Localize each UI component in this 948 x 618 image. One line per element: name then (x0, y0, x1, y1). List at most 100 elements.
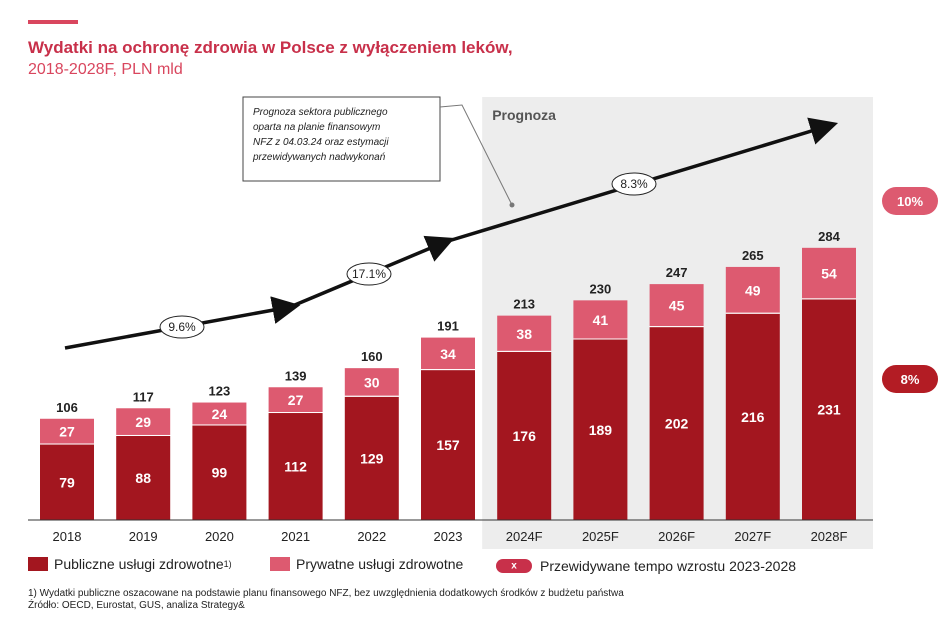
cagr-badge (882, 365, 938, 393)
bar-public (725, 313, 780, 520)
bar-private (344, 368, 399, 396)
legend-swatch-private (270, 557, 290, 571)
bar-private (421, 337, 475, 370)
data-label-total: 160 (361, 349, 383, 364)
data-label-private: 24 (212, 406, 228, 422)
data-label-private: 30 (364, 374, 380, 390)
bar-private (573, 300, 628, 339)
bar-private (268, 387, 323, 413)
data-label-public: 157 (436, 437, 460, 453)
data-label-private: 45 (669, 298, 685, 314)
x-tick-label: 2022 (357, 529, 386, 544)
accent-bar (28, 20, 78, 24)
x-tick-label: 2023 (434, 529, 463, 544)
source-note: Źródło: OECD, Eurostat, GUS, analiza Str… (28, 600, 245, 611)
data-label-total: 117 (133, 389, 154, 404)
legend-item-public: Publiczne usługi zdrowotne 1) (28, 556, 232, 572)
data-label-public: 79 (59, 474, 75, 490)
bar-private (649, 284, 704, 327)
data-label-public: 231 (817, 402, 841, 418)
legend-swatch-public (28, 557, 48, 571)
x-tick-label: 2018 (53, 529, 82, 544)
x-tick-label: 2025F (582, 529, 619, 544)
growth-rate-oval (611, 172, 657, 196)
annotation-text: NFZ z 04.03.24 oraz estymacji (253, 137, 389, 148)
legend-label-growth: Przewidywane tempo wzrostu 2023-2028 (540, 558, 797, 574)
x-tick-label: 2028F (811, 529, 848, 544)
legend-footnote-marker: 1) (223, 559, 232, 569)
legend-swatch-growth: x (496, 559, 532, 573)
annotation-leader-line (439, 104, 513, 206)
bar-public (802, 299, 856, 520)
bar-public (573, 339, 628, 520)
data-label-public: 112 (284, 459, 307, 475)
bar-public (268, 413, 323, 520)
bar-public (192, 425, 247, 520)
data-label-public: 99 (212, 465, 228, 481)
data-label-total: 284 (818, 229, 840, 244)
annotation-text: oparta na planie finansowym (253, 122, 380, 133)
legend-label-private: Prywatne usługi zdrowotne (296, 556, 464, 572)
cagr-badge (882, 187, 938, 215)
data-label-private: 27 (288, 392, 304, 408)
data-label-private: 41 (593, 312, 609, 328)
legend-item-private: Prywatne usługi zdrowotne (270, 556, 463, 572)
x-tick-label: 2020 (205, 529, 234, 544)
annotation-text: przewidywanych nadwykonań (252, 152, 386, 163)
data-label-public: 176 (513, 428, 537, 444)
bar-private (192, 402, 247, 425)
x-tick-label: 2019 (129, 529, 158, 544)
data-label-total: 139 (285, 368, 307, 383)
annotation-leader-dot (509, 202, 515, 208)
bar-private (725, 266, 780, 313)
bar-private (802, 247, 856, 299)
bar-public (421, 370, 475, 520)
data-label-public: 216 (741, 409, 765, 425)
cagr-badge-label: 10% (897, 194, 923, 209)
data-label-public: 129 (360, 450, 384, 466)
bar-private (497, 315, 552, 351)
data-label-total: 247 (666, 265, 688, 280)
x-tick-label: 2021 (281, 529, 310, 544)
data-label-public: 189 (589, 422, 613, 438)
forecast-label: Prognoza (492, 107, 556, 123)
legend-growth-symbol: x (511, 560, 517, 572)
legend-item-growth: x Przewidywane tempo wzrostu 2023-2028 (496, 558, 796, 574)
growth-rate-oval (346, 262, 392, 286)
x-tick-label: 2024F (506, 529, 543, 544)
x-tick-label: 2027F (734, 529, 771, 544)
data-label-private: 27 (59, 424, 75, 440)
data-label-total: 123 (209, 384, 231, 399)
bar-public (40, 444, 94, 520)
data-label-total: 106 (56, 400, 78, 415)
bar-public (116, 435, 171, 520)
data-label-public: 88 (135, 470, 151, 486)
bar-public (497, 351, 552, 520)
bar-private (40, 418, 94, 444)
growth-rate-label: 9.6% (168, 320, 196, 334)
bar-public (344, 396, 399, 520)
chart-title: Wydatki na ochronę zdrowia w Polsce z wy… (28, 38, 513, 57)
chart-subtitle: 2018-2028F, PLN mld (28, 61, 183, 78)
data-label-public: 202 (665, 416, 689, 432)
growth-rate-label: 8.3% (620, 177, 648, 191)
annotation-box (242, 96, 441, 182)
data-label-private: 29 (135, 414, 151, 430)
data-label-total: 265 (742, 248, 764, 263)
cagr-badge-label: 8% (901, 372, 920, 387)
footnote: 1) Wydatki publiczne oszacowane na podst… (28, 588, 624, 599)
data-label-private: 49 (745, 282, 761, 298)
data-label-total: 191 (437, 319, 459, 334)
data-label-total: 230 (590, 281, 612, 296)
data-label-total: 213 (513, 297, 535, 312)
bar-public (649, 327, 704, 520)
annotation-text: Prognoza sektora publicznego (253, 107, 388, 118)
bar-private (116, 408, 171, 435)
growth-rate-label: 17.1% (352, 267, 386, 281)
growth-rate-oval (159, 315, 205, 339)
data-label-private: 34 (440, 346, 456, 362)
data-label-private: 54 (821, 266, 837, 282)
data-label-private: 38 (516, 326, 532, 342)
legend-label-public: Publiczne usługi zdrowotne (54, 556, 224, 572)
